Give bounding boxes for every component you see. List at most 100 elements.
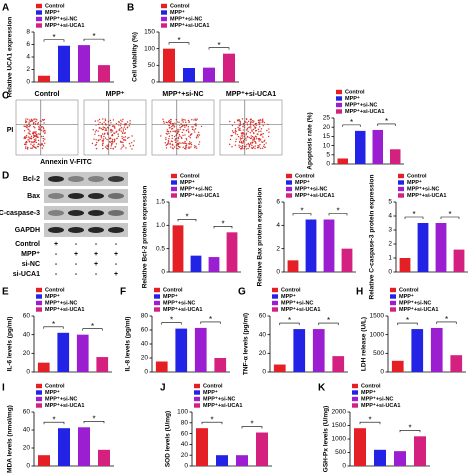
y-tick-label: 80	[181, 420, 189, 427]
flow-dot	[252, 146, 255, 148]
flow-dot	[246, 136, 249, 138]
flow-dot	[246, 143, 248, 146]
flow-dot	[240, 132, 243, 134]
legend-label: MPP⁺+si-UCA1	[45, 306, 84, 313]
flow-dot	[33, 122, 35, 124]
flow-dot	[122, 128, 124, 130]
flow-dot	[169, 130, 172, 133]
bar	[394, 451, 406, 466]
flow-dot	[261, 121, 263, 123]
flow-dot	[251, 129, 253, 131]
flow-dot	[110, 129, 112, 132]
flow-dot	[115, 131, 117, 133]
blot-band	[88, 193, 104, 199]
flow-dot	[174, 131, 177, 133]
flow-dot	[42, 131, 45, 133]
flow-dot	[100, 127, 102, 130]
legend-swatch	[272, 294, 278, 299]
y-tick-label: 500	[373, 350, 384, 357]
significance-bracket	[82, 328, 103, 331]
flow-dot	[110, 147, 112, 150]
flow-dot	[262, 124, 264, 127]
panel-letter: K	[318, 383, 326, 394]
flow-dot	[195, 119, 197, 122]
flow-dot	[120, 148, 122, 150]
blot-strip	[44, 189, 128, 203]
flow-dot	[44, 129, 46, 132]
legend-label: Control	[407, 173, 427, 179]
flow-dot	[34, 127, 36, 129]
flow-dot	[42, 119, 44, 122]
flow-dot	[34, 139, 37, 142]
legend-swatch	[336, 109, 342, 114]
flow-dot	[231, 146, 233, 148]
flow-dot	[254, 135, 257, 138]
bar	[190, 255, 202, 272]
legend-swatch	[36, 300, 42, 306]
y-tick-label: 25	[323, 115, 331, 122]
blot-band	[88, 210, 104, 216]
flow-dot	[188, 147, 191, 149]
flow-dot	[178, 134, 181, 136]
flow-dot	[107, 148, 109, 150]
flow-dot	[246, 127, 249, 130]
flow-dot	[29, 130, 31, 132]
bar	[38, 455, 50, 466]
legend-label: MPP⁺+si-NC	[407, 185, 439, 192]
flow-dot	[23, 125, 25, 127]
flow-dot	[259, 126, 261, 128]
y-tick-label: 0	[26, 79, 30, 86]
flow-dot	[195, 123, 197, 125]
flow-dot	[168, 121, 171, 124]
flow-dot	[183, 119, 185, 121]
flow-dot	[174, 122, 176, 124]
panel-letter: D	[2, 171, 9, 182]
flow-dot	[255, 129, 258, 132]
flow-dot	[44, 142, 46, 144]
significance-mark: *	[368, 415, 371, 424]
bar	[175, 328, 188, 372]
flow-dot	[185, 146, 187, 148]
flow-dot	[193, 131, 196, 133]
y-tick-label: 0	[342, 463, 346, 470]
legend-swatch	[286, 173, 292, 179]
flow-dot	[259, 121, 261, 123]
legend-swatch	[352, 396, 358, 402]
flow-dot	[93, 138, 95, 140]
flow-dot	[94, 120, 97, 122]
flow-dot	[251, 135, 254, 138]
legend-label: MPP⁺+si-UCA1	[180, 192, 219, 199]
legend-label: MPP⁺+si-UCA1	[281, 306, 320, 313]
significance-mark: *	[288, 316, 291, 325]
flow-dot	[188, 120, 190, 122]
flow-dot	[111, 125, 114, 127]
bar	[236, 455, 248, 466]
flow-dot	[42, 126, 44, 128]
flow-dot	[177, 136, 180, 139]
flow-dot	[179, 146, 181, 148]
flow-dot	[119, 128, 121, 130]
flow-dot	[239, 139, 242, 141]
bar	[287, 260, 299, 272]
flow-dot	[36, 136, 38, 139]
legend-label: MPP⁺+si-UCA1	[45, 402, 84, 409]
flow-dot	[98, 118, 101, 121]
flow-dot	[166, 129, 168, 131]
flow-dot	[246, 129, 248, 131]
flow-dot	[162, 120, 165, 123]
legend-label: MPP⁺	[399, 293, 414, 300]
row-label: Control	[15, 241, 40, 248]
flow-dot	[25, 141, 27, 144]
flow-dot	[182, 142, 185, 144]
bar	[355, 130, 366, 164]
row-sign: -	[95, 241, 98, 248]
significance-mark: *	[406, 316, 409, 325]
flow-dot	[231, 124, 234, 127]
blot-band	[48, 193, 64, 199]
significance-mark: *	[52, 33, 55, 42]
legend-label: MPP⁺	[45, 293, 60, 300]
legend-swatch	[154, 294, 160, 299]
legend-swatch	[272, 287, 278, 293]
flow-dot	[111, 134, 113, 137]
flow-dot	[25, 134, 28, 137]
